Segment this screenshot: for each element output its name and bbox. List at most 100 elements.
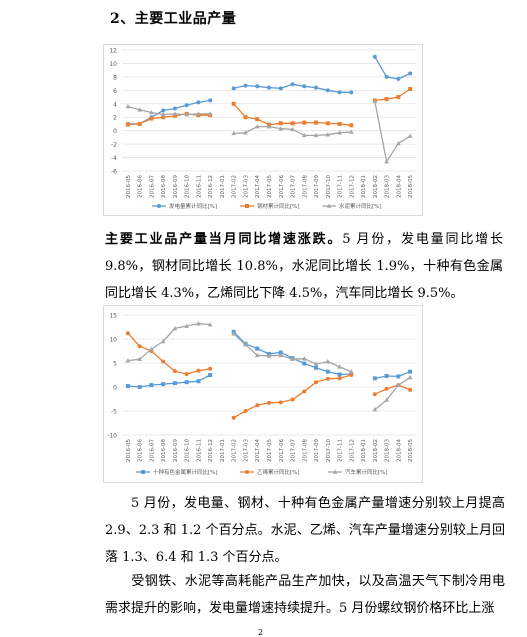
- x-tick-label: 2018-01: [361, 175, 367, 198]
- data-point: [349, 369, 354, 374]
- y-tick-label: 4: [113, 101, 117, 108]
- data-point: [349, 373, 354, 377]
- data-point: [396, 140, 401, 146]
- x-tick-label: 2017-04: [255, 439, 261, 462]
- y-tick-label: -10: [107, 433, 117, 440]
- data-point: [313, 132, 319, 138]
- y-tick-label: 0: [113, 128, 117, 135]
- x-tick-label: 2016-11: [196, 175, 202, 198]
- data-point: [314, 120, 319, 125]
- data-point: [302, 389, 307, 394]
- legend-marker: [141, 470, 145, 474]
- x-tick-label: 2017-09: [314, 175, 320, 198]
- data-point: [184, 323, 189, 328]
- x-tick-label: 2017-03: [243, 175, 249, 198]
- y-tick-label: 10: [109, 61, 117, 68]
- data-point: [207, 111, 213, 116]
- x-tick-label: 2017-07: [291, 175, 297, 198]
- chart-industrial-output-1: -6 -4 -2 0 2 4 6 8 10 12 2016-05 2016-06 2016-07 2016…: [103, 44, 423, 216]
- data-point: [301, 132, 307, 138]
- data-point: [349, 90, 354, 95]
- x-tick-label: 2017-10: [326, 439, 332, 462]
- data-point: [278, 121, 283, 126]
- data-point: [149, 110, 154, 115]
- x-tick-label: 2017-03: [243, 439, 249, 462]
- data-point: [349, 123, 354, 128]
- data-point: [372, 407, 378, 412]
- x-tick-label: 2017-02: [232, 175, 238, 198]
- chart-industrial-output-2: -10 -5 0 5 10 15 2016-05 2016-06 2016-07 2016-08 2…: [103, 305, 423, 483]
- x-tick-label: 2018-01: [361, 439, 367, 462]
- data-point: [290, 356, 295, 361]
- data-point: [255, 117, 260, 122]
- data-point: [266, 353, 272, 358]
- y-tick-label: 10: [109, 337, 117, 344]
- x-tick-label: 2016-06: [138, 439, 144, 462]
- legend-label: 钢材累计同比[%]: [257, 202, 300, 210]
- data-point: [255, 84, 260, 89]
- x-tick-label: 2017-08: [302, 439, 308, 462]
- x-tick-label: 2017-08: [302, 175, 308, 198]
- data-point: [302, 84, 307, 89]
- data-point: [254, 124, 260, 129]
- data-point: [172, 111, 178, 116]
- series-line: [127, 332, 411, 419]
- x-tick-label: 2017-06: [279, 439, 285, 462]
- data-point: [278, 400, 283, 405]
- legend-marker: [326, 203, 332, 208]
- data-point: [372, 54, 377, 59]
- data-point: [325, 132, 331, 137]
- x-tick-label: 2016-11: [196, 439, 202, 462]
- x-tick-label: 2016-08: [161, 175, 167, 198]
- y-tick-label: 2: [113, 115, 117, 122]
- x-tick-label: 2017-05: [267, 439, 273, 462]
- data-point: [384, 386, 389, 391]
- x-tick-label: 2016-08: [161, 439, 167, 462]
- data-point: [384, 159, 389, 164]
- x-tick-label: 2018-03: [385, 439, 391, 462]
- data-point: [384, 373, 389, 378]
- data-point: [243, 83, 248, 88]
- line-chart-svg-2: -10 -5 0 5 10 15 2016-05 2016-06 2016-07 2016-08 2…: [107, 313, 416, 476]
- legend-marker: [332, 469, 338, 474]
- paragraph-2-text: 5 月份，发电量、钢材、十种有色金属产量增速分别较上月提高 2.9、2.3 和 …: [105, 496, 505, 565]
- data-point: [349, 129, 354, 134]
- data-point: [125, 103, 131, 109]
- data-point: [396, 95, 401, 100]
- data-point: [290, 121, 295, 126]
- x-tick-label: 2017-07: [291, 439, 297, 462]
- data-point: [314, 365, 319, 370]
- x-tick-label: 2018-02: [373, 175, 379, 198]
- x-tick-label: 2018-05: [408, 439, 414, 462]
- x-tick-label: 2016-09: [173, 439, 179, 462]
- data-point: [243, 342, 248, 347]
- data-point: [161, 115, 166, 120]
- x-tick-label: 2016-05: [126, 175, 132, 198]
- data-point: [243, 130, 248, 135]
- data-point: [290, 397, 295, 402]
- data-point: [137, 121, 142, 126]
- line-chart-svg-1: -6 -4 -2 0 2 4 6 8 10 12 2016-05 2016-06 2016-07 2016…: [109, 48, 416, 210]
- data-point: [196, 111, 201, 116]
- x-tick-label: 2016-10: [185, 175, 191, 198]
- paragraph-1-lead: 主要工业品产量当月同比增速涨跌。: [105, 232, 343, 247]
- x-tick-label: 2017-05: [267, 175, 273, 198]
- data-point: [408, 86, 413, 91]
- data-point: [196, 100, 201, 105]
- y-tick-label: -2: [111, 142, 117, 149]
- data-point: [172, 369, 177, 374]
- data-point: [125, 122, 130, 127]
- data-point: [243, 409, 248, 413]
- data-point: [337, 376, 342, 381]
- data-point: [407, 374, 413, 380]
- data-point: [278, 126, 284, 131]
- x-tick-label: 2018-04: [396, 175, 402, 198]
- legend-label: 水泥累计同比[%]: [339, 202, 382, 210]
- data-point: [396, 76, 401, 81]
- data-point: [372, 392, 377, 397]
- data-point: [396, 374, 401, 379]
- data-point: [325, 121, 330, 126]
- legend-label: 汽车累计同比[%]: [345, 468, 388, 476]
- data-point: [231, 86, 236, 91]
- y-tick-label: 12: [109, 48, 117, 55]
